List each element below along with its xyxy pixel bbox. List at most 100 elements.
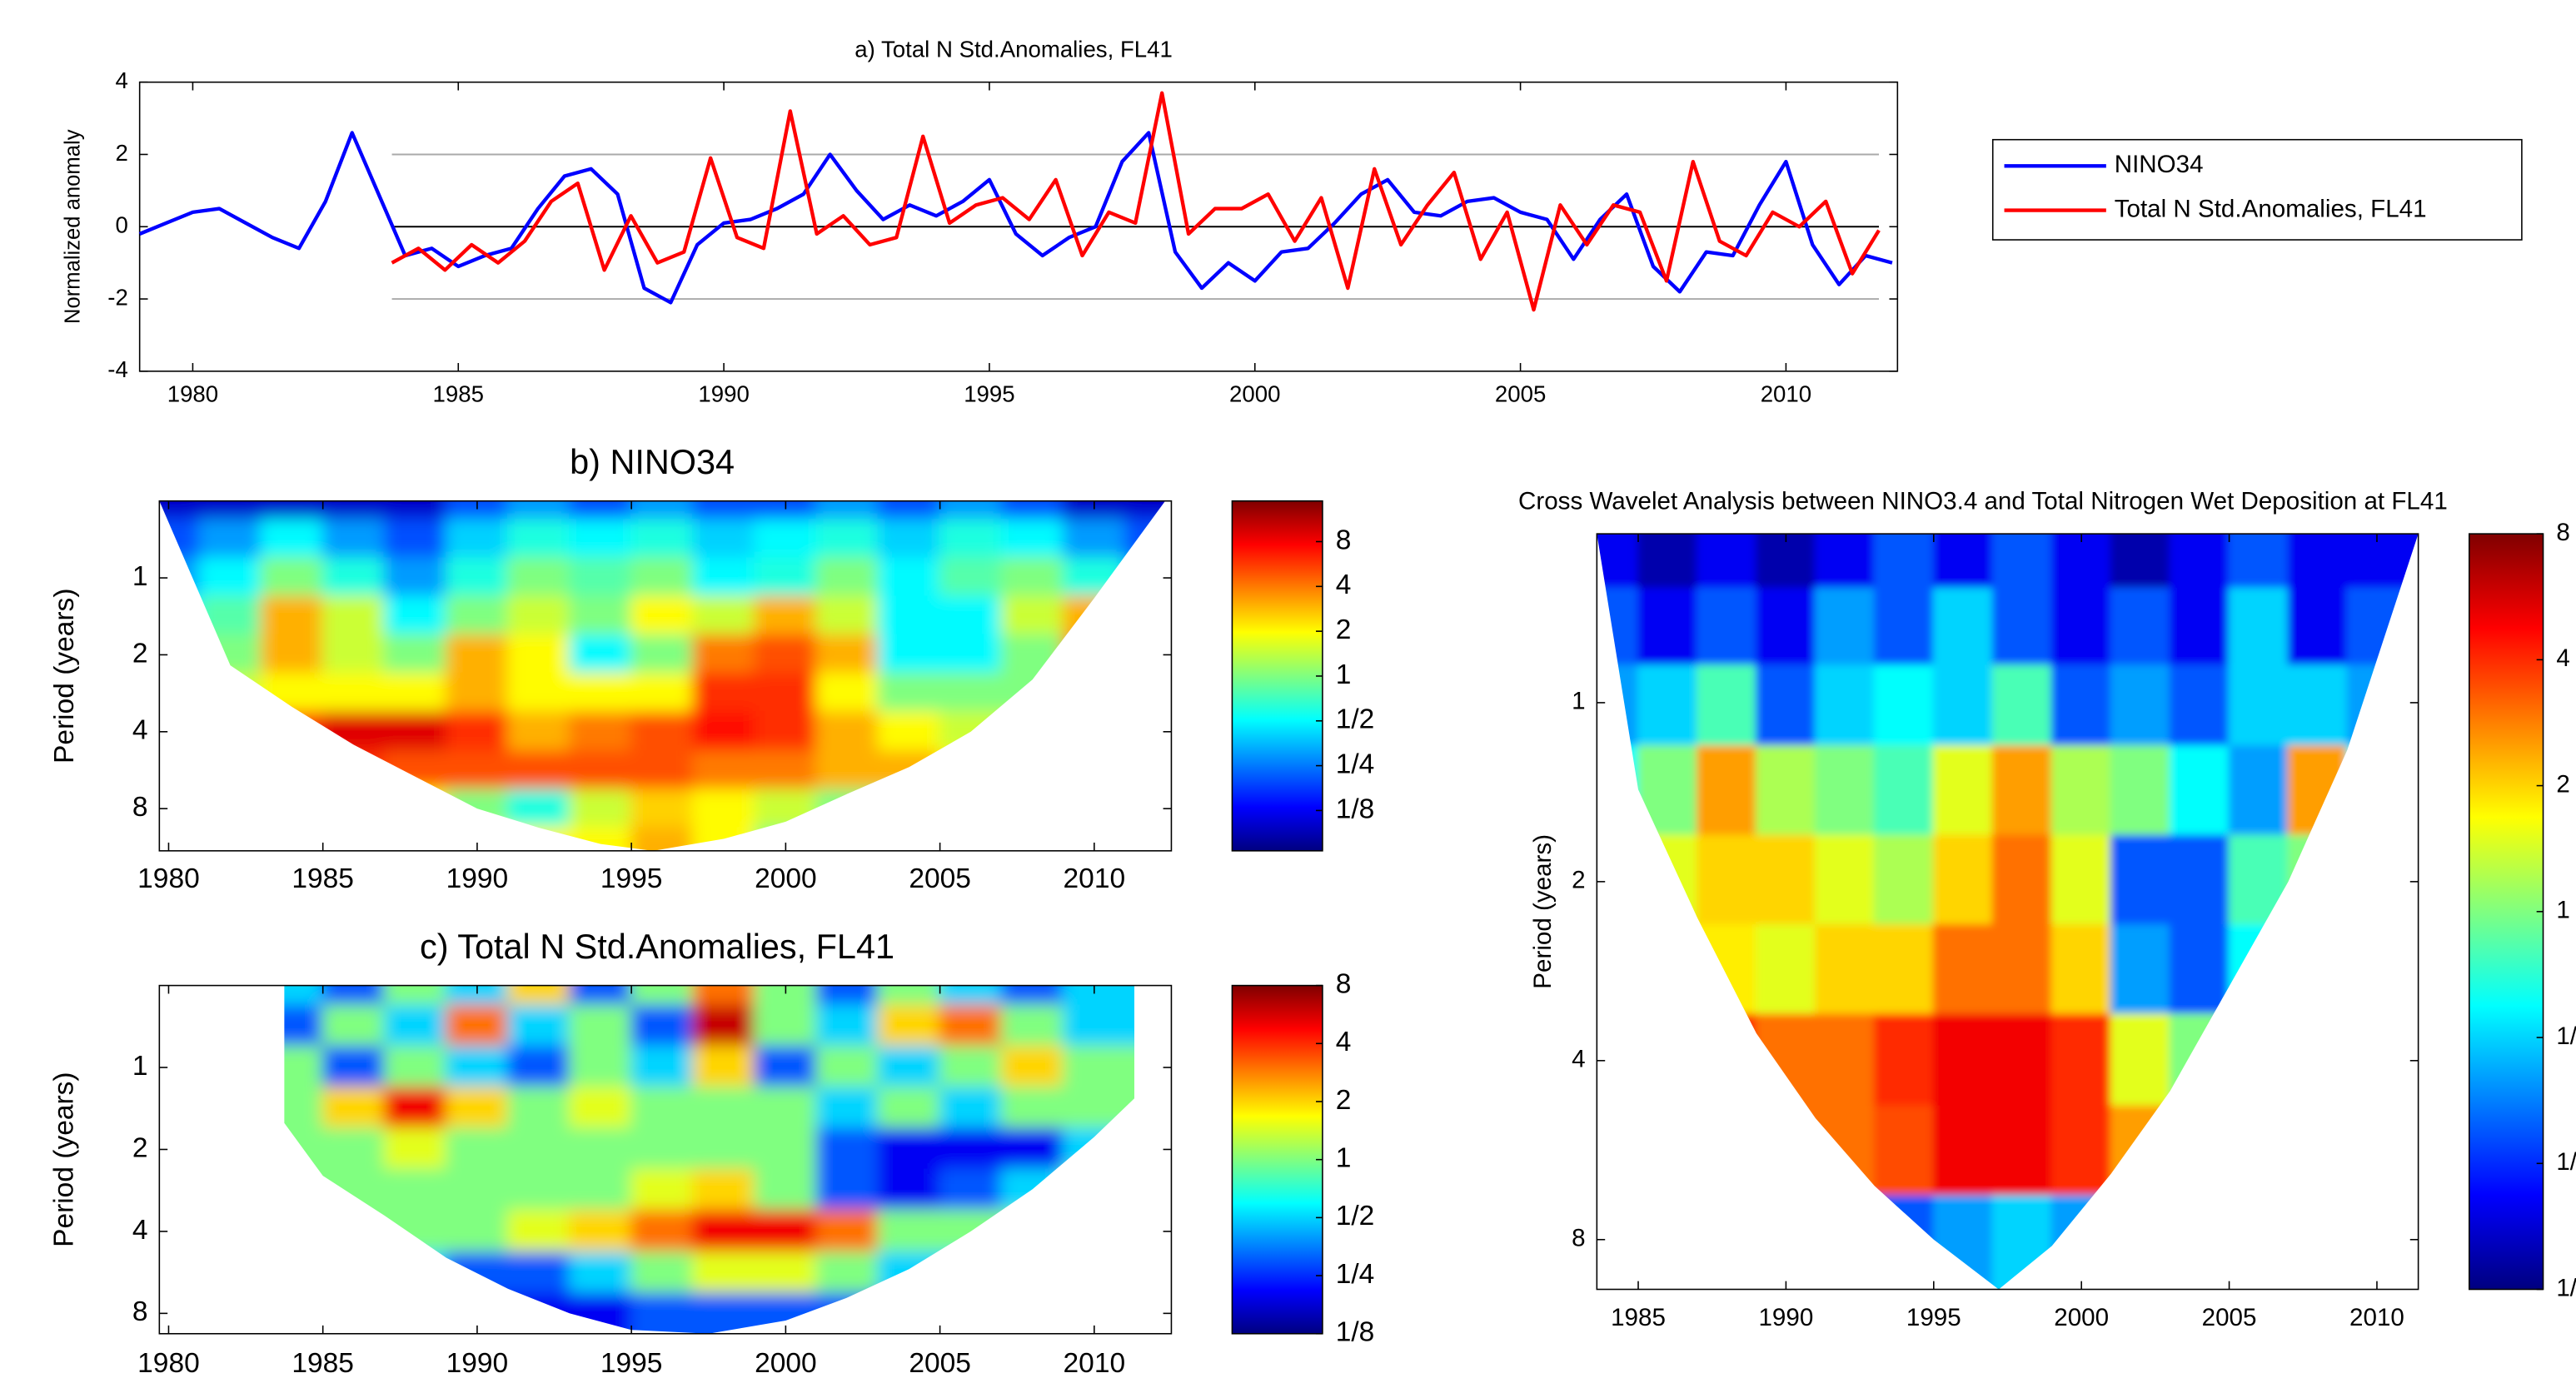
heatmap-cell (2110, 1013, 2171, 1107)
heatmap-cell (630, 1292, 695, 1334)
heatmap-cell (506, 1045, 571, 1088)
x-tick-label: 1990 (698, 381, 749, 407)
heatmap-cell (569, 985, 633, 1007)
heatmap-cell (754, 519, 818, 560)
heatmap-cell (630, 789, 695, 829)
x-tick-label: 1995 (600, 863, 663, 894)
heatmap-cell (754, 1209, 818, 1254)
heatmap-cell (1932, 745, 1994, 837)
heatmap-cell (692, 1045, 756, 1088)
heatmap-cell (1814, 534, 1876, 590)
heatmap-cell (321, 985, 386, 1007)
y-tick-label: -4 (107, 356, 128, 382)
heatmap-cell (1000, 1045, 1064, 1088)
heatmap-cell (692, 500, 756, 521)
heatmap-cell (630, 1209, 695, 1254)
colorbar-tick-label: 2 (1336, 1085, 1352, 1116)
heatmap-cell (569, 1168, 633, 1211)
heatmap-cell (445, 634, 509, 674)
heatmap-cell (1991, 745, 2053, 837)
heatmap-cell (506, 750, 571, 791)
heatmap-cell (1873, 924, 1935, 1016)
heatmap-cell (877, 595, 941, 636)
heatmap-cell (630, 711, 695, 753)
heatmap-cell (1991, 924, 2053, 1016)
heatmap-cell (445, 557, 509, 598)
plot-frame (158, 984, 1173, 1335)
legend-label: NINO34 (2115, 151, 2204, 178)
x-tick-label: 1985 (291, 863, 354, 894)
x-tick-label: 1990 (446, 1348, 509, 1379)
heatmap-cell (2169, 587, 2230, 667)
heatmap-cell (939, 672, 1003, 714)
heatmap-cell (445, 1045, 509, 1088)
heatmap-cell (2110, 834, 2171, 927)
heatmap-cell (754, 672, 818, 714)
x-tick-label: 1980 (137, 1348, 200, 1379)
heatmap-cell (1755, 534, 1816, 590)
heatmap-cell (815, 1168, 879, 1211)
heatmap-cell (383, 1168, 447, 1211)
heatmap-cell (1814, 587, 1876, 667)
colorbar-tick-label: 1 (2556, 897, 2569, 924)
heatmap-cell (815, 1127, 879, 1171)
heatmap-cell (1000, 595, 1064, 636)
heatmap-cell (383, 1045, 447, 1088)
heatmap-cell (1062, 519, 1126, 560)
heatmap-cell (1696, 745, 1757, 837)
heatmap-cell (1932, 664, 1994, 748)
heatmap-cell (815, 1045, 879, 1088)
heatmap-cell (692, 985, 756, 1007)
heatmap-cell (1932, 924, 1994, 1016)
heatmap-cell (260, 595, 324, 636)
y-axis-label: Period (years) (1529, 834, 1557, 989)
plot-frame (158, 500, 1173, 852)
heatmap-cell (1000, 500, 1064, 521)
heatmap-cell (692, 750, 756, 791)
heatmap-cell (321, 557, 386, 598)
heatmap-cell (877, 672, 941, 714)
heatmap-cell (1696, 834, 1757, 927)
x-tick-label: 2000 (755, 863, 817, 894)
heatmap-cell (569, 1127, 633, 1171)
heatmap-cell (1062, 500, 1126, 521)
heatmap-cell (630, 1251, 695, 1295)
chart-title: a) Total N Std.Anomalies, FL41 (855, 36, 1173, 62)
heatmap-cell (630, 1086, 695, 1130)
heatmap (1597, 534, 2419, 1290)
heatmap-cell (754, 1251, 818, 1295)
colorbar-tick-label: 1/4 (1336, 1259, 1375, 1290)
x-tick-label: 1985 (291, 1348, 354, 1379)
y-tick-label: 8 (132, 792, 148, 823)
heatmap-cell (569, 500, 633, 521)
heatmap-cell (506, 557, 571, 598)
heatmap-cell (630, 557, 695, 598)
colorbar-tick-label: 1/4 (1336, 749, 1375, 779)
heatmap-cell (1932, 1105, 1994, 1197)
legend-box (1991, 138, 2523, 241)
heatmap-cell (445, 1127, 509, 1171)
heatmap-cell (692, 1127, 756, 1171)
heatmap-cell (2287, 664, 2349, 748)
heatmap-cell (569, 672, 633, 714)
heatmap-cell (1000, 1086, 1064, 1130)
heatmap-cell (1000, 985, 1064, 1007)
heatmap-cell (321, 500, 386, 521)
heatmap-cell (2228, 664, 2290, 748)
y-tick-label: 4 (132, 1215, 148, 1246)
heatmap-cell (1000, 1004, 1064, 1047)
heatmap-cell (445, 750, 509, 791)
heatmap-cell (1873, 587, 1935, 667)
heatmap-cell (815, 1086, 879, 1130)
heatmap-cell (2228, 745, 2290, 837)
heatmap-cell (2228, 587, 2290, 667)
colorbar-tick-label: 8 (1336, 525, 1352, 555)
heatmap-cell (506, 1251, 571, 1295)
heatmap-cell (321, 1086, 386, 1130)
heatmap-cell (754, 1004, 818, 1047)
heatmap (159, 500, 1172, 851)
heatmap-cell (159, 500, 201, 521)
heatmap-cell (321, 1127, 386, 1171)
y-tick-label: 2 (116, 140, 128, 166)
heatmap-cell (2169, 664, 2230, 748)
